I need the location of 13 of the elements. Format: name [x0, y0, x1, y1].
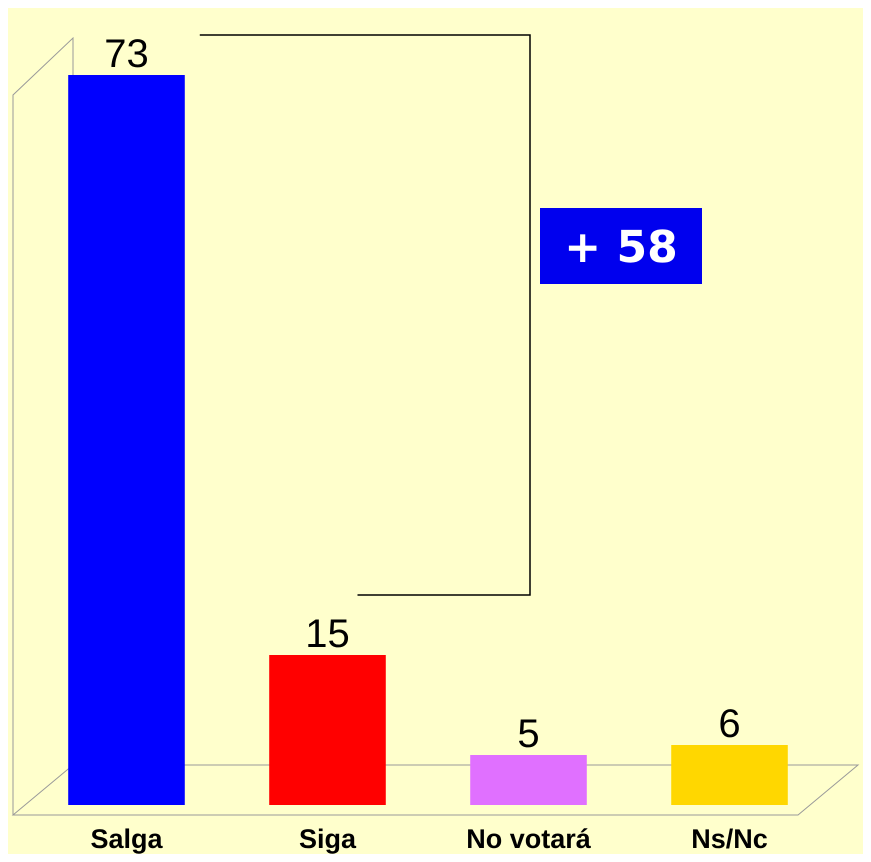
data-label: 5	[517, 712, 540, 756]
x-tick-label: Siga	[298, 824, 357, 854]
bar	[671, 745, 788, 805]
annotation: + 58	[564, 222, 678, 273]
x-tick-label: No votará	[466, 824, 592, 854]
data-label: 6	[718, 702, 741, 746]
bar	[269, 655, 386, 805]
bar	[68, 75, 185, 805]
data-label: 73	[104, 32, 149, 76]
bar	[470, 755, 587, 805]
x-tick-label: Ns/Nc	[691, 824, 768, 854]
x-tick-label: Salga	[90, 824, 164, 854]
data-label: 15	[305, 612, 350, 656]
